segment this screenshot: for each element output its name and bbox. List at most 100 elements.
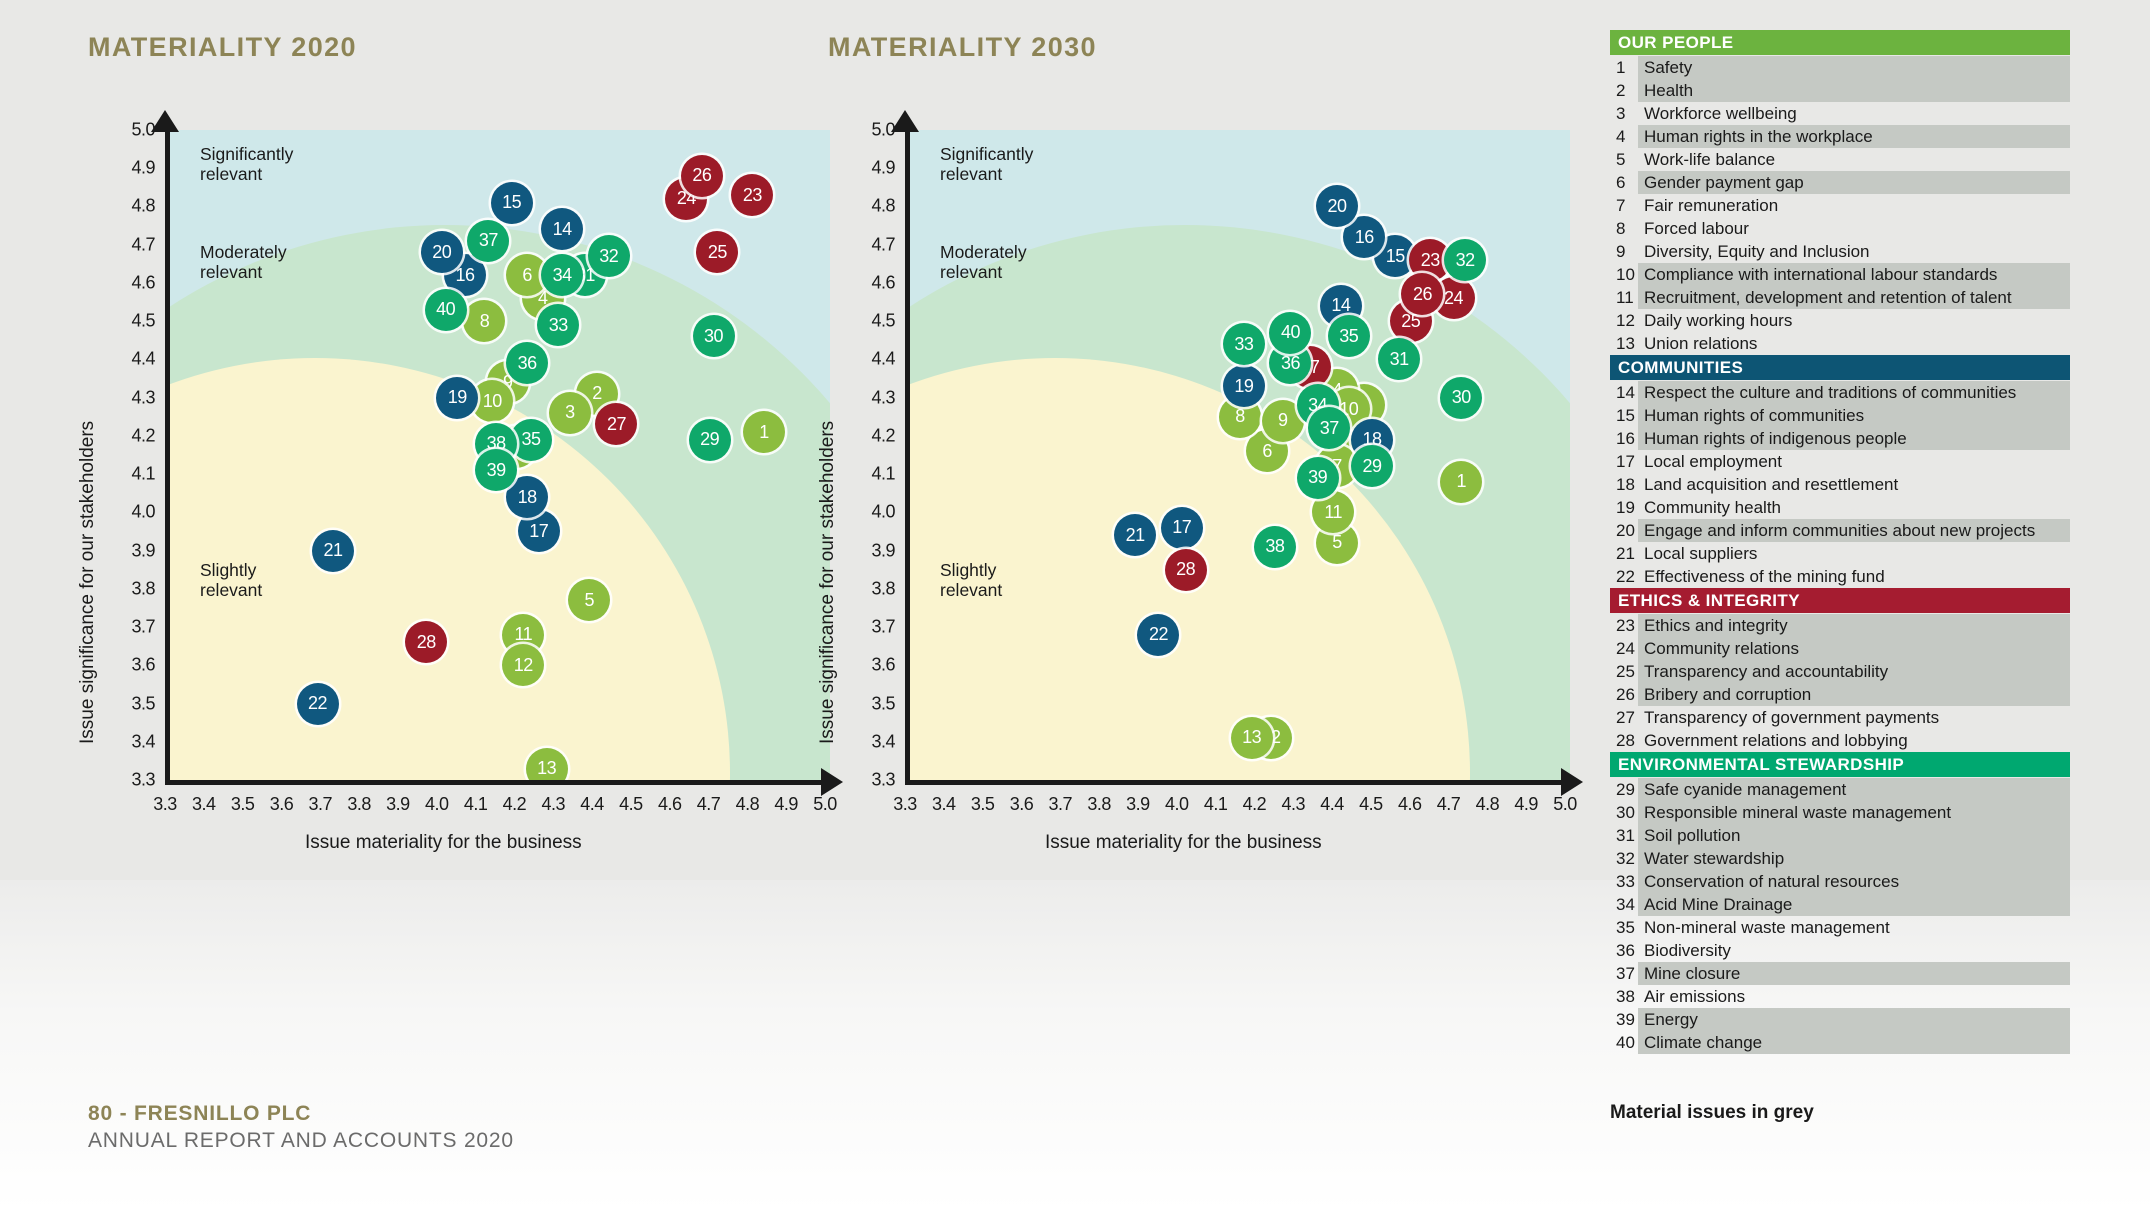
issue-bubble-14[interactable]: 14 — [541, 208, 584, 251]
issue-bubble-15[interactable]: 15 — [490, 181, 533, 224]
legend-item-23[interactable]: 23 Ethics and integrity — [1610, 614, 2070, 637]
issue-bubble-37[interactable]: 37 — [467, 219, 510, 262]
issue-bubble-36[interactable]: 36 — [506, 342, 549, 385]
y-tick-label: 3.8 — [871, 578, 895, 599]
issue-bubble-40[interactable]: 40 — [1269, 311, 1312, 354]
issue-bubble-5[interactable]: 5 — [568, 579, 611, 622]
legend-item-35[interactable]: 35 Non-mineral waste management — [1610, 916, 2070, 939]
issue-bubble-13[interactable]: 13 — [525, 747, 568, 780]
issue-bubble-20[interactable]: 20 — [1316, 185, 1359, 228]
legend-item-30[interactable]: 30 Responsible mineral waste management — [1610, 801, 2070, 824]
issue-bubble-26[interactable]: 26 — [680, 154, 723, 197]
issue-bubble-31[interactable]: 31 — [1378, 338, 1421, 381]
legend-item-5[interactable]: 5 Work-life balance — [1610, 148, 2070, 171]
legend-item-16[interactable]: 16 Human rights of indigenous people — [1610, 427, 2070, 450]
legend-item-36[interactable]: 36 Biodiversity — [1610, 939, 2070, 962]
legend-item-27[interactable]: 27 Transparency of government payments — [1610, 706, 2070, 729]
issue-bubble-32[interactable]: 32 — [587, 235, 630, 278]
issue-bubble-34[interactable]: 34 — [541, 254, 584, 297]
legend-item-19[interactable]: 19 Community health — [1610, 496, 2070, 519]
legend-item-33[interactable]: 33 Conservation of natural resources — [1610, 870, 2070, 893]
legend-item-38[interactable]: 38 Air emissions — [1610, 985, 2070, 1008]
legend-item-label: Work-life balance — [1644, 149, 1776, 169]
issue-bubble-30[interactable]: 30 — [1440, 376, 1483, 419]
legend-item-9[interactable]: 9 Diversity, Equity and Inclusion — [1610, 240, 2070, 263]
issue-bubble-35[interactable]: 35 — [510, 418, 553, 461]
legend-item-11[interactable]: 11 Recruitment, development and retention… — [1610, 286, 2070, 309]
legend-item-37[interactable]: 37 Mine closure — [1610, 962, 2070, 985]
issue-bubble-17[interactable]: 17 — [517, 510, 560, 553]
legend-item-17[interactable]: 17 Local employment — [1610, 450, 2070, 473]
issue-bubble-21[interactable]: 21 — [1114, 514, 1157, 557]
x-tick-label: 4.6 — [657, 794, 682, 814]
legend-item-10[interactable]: 10 Compliance with international labour s… — [1610, 263, 2070, 286]
issue-bubble-18[interactable]: 18 — [506, 476, 549, 519]
issue-bubble-22[interactable]: 22 — [296, 682, 339, 725]
legend-item-28[interactable]: 28 Government relations and lobbying — [1610, 729, 2070, 752]
issue-bubble-33[interactable]: 33 — [537, 304, 580, 346]
issue-bubble-38[interactable]: 38 — [1253, 525, 1296, 568]
legend-item-26[interactable]: 26 Bribery and corruption — [1610, 683, 2070, 706]
issue-bubble-35[interactable]: 35 — [1327, 315, 1370, 358]
issue-bubble-39[interactable]: 39 — [475, 449, 518, 492]
issue-bubble-9[interactable]: 9 — [1261, 399, 1304, 442]
issue-bubble-39[interactable]: 39 — [1296, 456, 1339, 499]
legend-item-8[interactable]: 8 Forced labour — [1610, 217, 2070, 240]
issues-legend: OUR PEOPLE 1 Safety 2 Health 3 Workforce wellb… — [1610, 30, 2070, 1054]
issue-bubble-17[interactable]: 17 — [1160, 506, 1203, 549]
issue-bubble-21[interactable]: 21 — [312, 529, 355, 572]
issue-bubble-27[interactable]: 27 — [595, 403, 638, 446]
legend-item-7[interactable]: 7 Fair remuneration — [1610, 194, 2070, 217]
legend-item-15[interactable]: 15 Human rights of communities — [1610, 404, 2070, 427]
legend-item-22[interactable]: 22 Effectiveness of the mining fund — [1610, 565, 2070, 588]
legend-item-24[interactable]: 24 Community relations — [1610, 637, 2070, 660]
issue-bubble-13[interactable]: 13 — [1230, 716, 1273, 759]
issue-bubble-12[interactable]: 12 — [502, 644, 545, 687]
issue-bubble-3[interactable]: 3 — [548, 391, 591, 434]
legend-item-31[interactable]: 31 Soil pollution — [1610, 824, 2070, 847]
legend-item-18[interactable]: 18 Land acquisition and resettlement — [1610, 473, 2070, 496]
legend-item-1[interactable]: 1 Safety — [1610, 56, 2070, 79]
issue-bubble-19[interactable]: 19 — [436, 376, 479, 419]
legend-item-39[interactable]: 39 Energy — [1610, 1008, 2070, 1031]
x-tick-label: 4.2 — [1242, 794, 1267, 814]
issue-bubble-40[interactable]: 40 — [424, 288, 467, 331]
legend-item-6[interactable]: 6 Gender payment gap — [1610, 171, 2070, 194]
legend-item-32[interactable]: 32 Water stewardship — [1610, 847, 2070, 870]
legend-item-20[interactable]: 20 Engage and inform communities about ne… — [1610, 519, 2070, 542]
issue-bubble-33[interactable]: 33 — [1222, 323, 1265, 366]
legend-item-12[interactable]: 12 Daily working hours — [1610, 309, 2070, 332]
issue-bubble-8[interactable]: 8 — [463, 300, 506, 343]
legend-item-13[interactable]: 13 Union relations — [1610, 332, 2070, 355]
legend-item-number: 11 — [1616, 287, 1634, 307]
issue-bubble-16[interactable]: 16 — [1343, 216, 1386, 259]
legend-item-40[interactable]: 40 Climate change — [1610, 1031, 2070, 1054]
issue-bubble-30[interactable]: 30 — [692, 315, 735, 358]
issue-bubble-19[interactable]: 19 — [1222, 365, 1265, 408]
legend-item-34[interactable]: 34 Acid Mine Drainage — [1610, 893, 2070, 916]
issue-bubble-26[interactable]: 26 — [1401, 273, 1444, 316]
legend-item-3[interactable]: 3 Workforce wellbeing — [1610, 102, 2070, 125]
issue-bubble-20[interactable]: 20 — [420, 231, 463, 274]
legend-item-14[interactable]: 14 Respect the culture and traditions of … — [1610, 381, 2070, 404]
issue-bubble-32[interactable]: 32 — [1444, 239, 1487, 281]
legend-item-4[interactable]: 4 Human rights in the workplace — [1610, 125, 2070, 148]
issue-bubble-23[interactable]: 23 — [731, 174, 774, 216]
issue-bubble-29[interactable]: 29 — [688, 418, 731, 461]
legend-item-21[interactable]: 21 Local suppliers — [1610, 542, 2070, 565]
legend-item-29[interactable]: 29 Safe cyanide management — [1610, 778, 2070, 801]
issue-bubble-37[interactable]: 37 — [1308, 407, 1351, 450]
issue-bubble-28[interactable]: 28 — [405, 621, 448, 664]
issue-bubble-1[interactable]: 1 — [1440, 460, 1483, 503]
y-axis-title: Issue significance for our stakeholders — [817, 420, 838, 744]
issue-bubble-28[interactable]: 28 — [1164, 548, 1207, 591]
issue-bubble-22[interactable]: 22 — [1137, 613, 1180, 656]
legend-note: Material issues in grey — [1610, 1102, 1814, 1123]
issue-bubble-29[interactable]: 29 — [1351, 445, 1393, 488]
issue-bubble-1[interactable]: 1 — [743, 411, 785, 454]
legend-item-25[interactable]: 25 Transparency and accountability — [1610, 660, 2070, 683]
x-tick-label: 3.5 — [970, 794, 995, 814]
issue-bubble-10[interactable]: 10 — [471, 380, 514, 423]
issue-bubble-25[interactable]: 25 — [696, 231, 739, 274]
legend-item-2[interactable]: 2 Health — [1610, 79, 2070, 102]
